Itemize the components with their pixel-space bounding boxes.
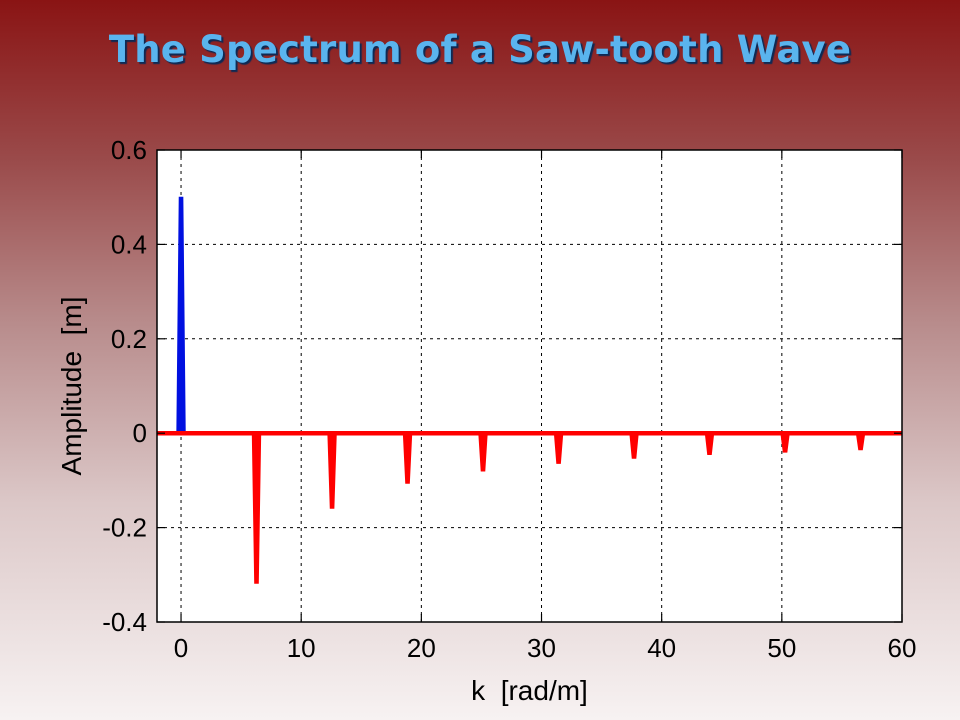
ticks: 0 10 20 30 40 50 60 -0.4 -0.2 0 0.2 0.4 0.6 — [102, 135, 916, 663]
y-axis-label: Amplitude [m] — [56, 297, 87, 476]
data-marks — [157, 196, 902, 584]
y-tick-label: 0.2 — [111, 324, 147, 354]
x-tick-label: 20 — [407, 633, 436, 663]
x-tick-label: 10 — [287, 633, 316, 663]
y-tick-label: 0.6 — [111, 135, 147, 165]
x-tick-label: 30 — [527, 633, 556, 663]
y-tick-label: -0.4 — [102, 607, 147, 637]
x-tick-label: 60 — [888, 633, 917, 663]
y-tick-label: 0.4 — [111, 229, 147, 259]
plot-frame — [156, 149, 903, 623]
slide-title: The Spectrum of a Saw-tooth Wave — [108, 28, 852, 71]
plot-area — [157, 150, 902, 622]
x-tick-label: 0 — [174, 633, 188, 663]
y-tick-label: 0 — [133, 418, 147, 448]
x-tick-label: 50 — [767, 633, 796, 663]
x-tick-label: 40 — [647, 633, 676, 663]
x-axis-label: k [rad/m] — [471, 675, 588, 706]
y-tick-label: -0.2 — [102, 513, 147, 543]
